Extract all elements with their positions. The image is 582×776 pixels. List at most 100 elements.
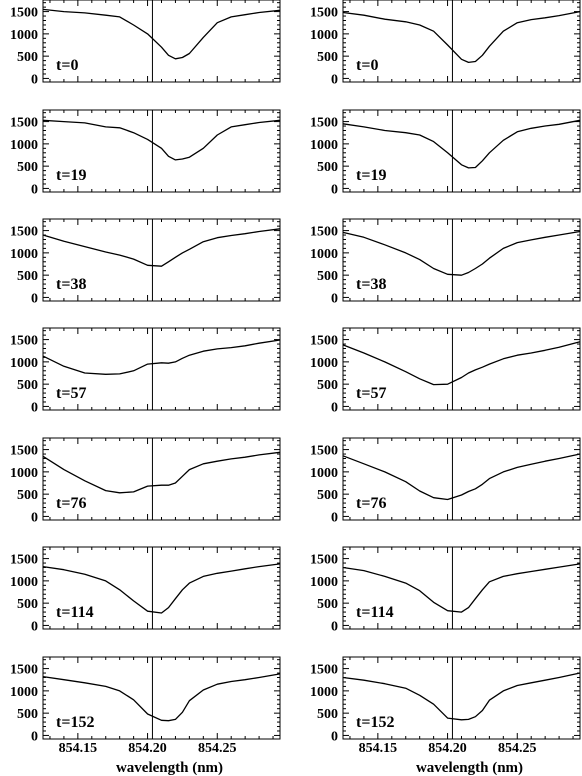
y-tick-label: 500 (17, 160, 38, 175)
profile-line (42, 119, 281, 161)
y-tick-label: 500 (17, 707, 38, 722)
y-tick-label: 1500 (310, 6, 338, 21)
profile-line (42, 8, 281, 60)
y-tick-label: 1000 (310, 28, 338, 43)
y-tick-label: 1000 (10, 138, 38, 153)
x-tick-label: 854.20 (428, 741, 467, 756)
y-tick-label: 500 (317, 378, 338, 393)
x-tick-label: 854.15 (359, 741, 398, 756)
y-tick-label: 0 (31, 619, 38, 634)
y-tick-label: 500 (17, 597, 38, 612)
panel-left-t0: 0 500 1000 1500 t=0 (10, 0, 281, 87)
y-tick-label: 0 (31, 729, 38, 744)
profile-line (42, 451, 281, 494)
panel-time-label: t=114 (356, 604, 394, 621)
y-tick-label: 1000 (10, 28, 38, 43)
y-tick-label: 1500 (310, 334, 338, 349)
y-tick-label: 1500 (10, 225, 38, 240)
x-axis-title: wavelength (nm) (416, 760, 523, 776)
panel-right-t152: 0 500 1000 1500 t=152 (310, 656, 581, 744)
x-tick-label: 854.20 (128, 741, 167, 756)
panel-left-t38: 0 500 1000 1500 t=38 (10, 218, 281, 306)
y-tick-label: 1000 (310, 356, 338, 371)
panel-time-label: t=57 (56, 385, 86, 402)
x-tick-label: 854.15 (59, 741, 98, 756)
y-tick-label: 0 (331, 729, 338, 744)
y-tick-label: 500 (317, 707, 338, 722)
panel-left-t19: 0 500 1000 1500 t=19 (10, 109, 281, 197)
y-tick-label: 1500 (310, 663, 338, 678)
y-tick-label: 500 (17, 488, 38, 503)
panel-left-t152: 0 500 1000 1500 t=152 (10, 656, 281, 744)
profile-line (42, 228, 281, 267)
y-tick-label: 1500 (10, 334, 38, 349)
y-tick-label: 1500 (10, 6, 38, 21)
y-tick-label: 0 (331, 510, 338, 525)
y-tick-label: 500 (317, 488, 338, 503)
y-tick-label: 1500 (10, 116, 38, 131)
y-tick-label: 1000 (310, 138, 338, 153)
y-tick-label: 500 (317, 269, 338, 284)
profile-line (342, 230, 581, 276)
panel-left-t76: 0 500 1000 1500 t=76 (10, 437, 281, 525)
panel-time-label: t=152 (356, 714, 394, 731)
y-tick-label: 1000 (10, 466, 38, 481)
panel-time-label: t=152 (56, 714, 94, 731)
y-tick-label: 1000 (310, 575, 338, 590)
profile-line (342, 563, 581, 613)
y-tick-label: 1500 (310, 553, 338, 568)
panel-time-label: t=38 (56, 276, 86, 293)
panel-left-t57: 0 500 1000 1500 t=57 (10, 327, 281, 415)
y-tick-label: 0 (31, 400, 38, 415)
x-tick-label: 854.25 (498, 741, 537, 756)
panel-right-t114: 0 500 1000 1500 t=114 (310, 546, 581, 634)
x-axis-title: wavelength (nm) (116, 760, 223, 776)
y-tick-label: 1500 (310, 225, 338, 240)
profile-line (342, 453, 581, 501)
y-tick-label: 500 (317, 597, 338, 612)
y-tick-label: 1500 (10, 444, 38, 459)
panel-time-label: t=76 (56, 495, 86, 512)
panel-time-label: t=19 (56, 167, 86, 184)
y-tick-label: 0 (31, 72, 38, 87)
profile-line (342, 10, 581, 64)
panel-time-label: t=38 (356, 276, 386, 293)
profile-line (42, 339, 281, 375)
x-tick-label: 854.25 (198, 741, 237, 756)
panel-time-label: t=0 (356, 57, 378, 74)
y-tick-label: 1000 (10, 247, 38, 262)
y-tick-label: 0 (331, 182, 338, 197)
y-tick-label: 500 (317, 160, 338, 175)
profile-line (42, 673, 281, 722)
panel-time-label: t=114 (56, 604, 94, 621)
y-tick-label: 500 (17, 378, 38, 393)
y-tick-label: 1000 (310, 685, 338, 700)
profile-line (342, 341, 581, 386)
panel-time-label: t=57 (356, 385, 386, 402)
y-tick-label: 0 (31, 182, 38, 197)
y-tick-label: 0 (331, 619, 338, 634)
y-tick-label: 1500 (310, 444, 338, 459)
y-tick-label: 0 (331, 72, 338, 87)
profile-line (342, 119, 581, 169)
profile-line (342, 672, 581, 721)
y-tick-label: 500 (17, 269, 38, 284)
plot-frame (342, 0, 581, 83)
y-tick-label: 1500 (10, 663, 38, 678)
y-tick-label: 500 (17, 50, 38, 65)
y-tick-label: 1500 (10, 553, 38, 568)
panel-right-t0: 0 500 1000 1500 t=0 (310, 0, 581, 87)
y-tick-label: 0 (331, 291, 338, 306)
y-tick-label: 0 (331, 400, 338, 415)
y-tick-label: 1000 (10, 356, 38, 371)
y-tick-label: 0 (31, 291, 38, 306)
y-tick-label: 0 (31, 510, 38, 525)
y-tick-label: 1000 (310, 247, 338, 262)
y-tick-label: 1000 (10, 575, 38, 590)
y-tick-label: 500 (317, 50, 338, 65)
y-tick-label: 1000 (310, 466, 338, 481)
panel-right-t57: 0 500 1000 1500 t=57 (310, 327, 581, 415)
panel-time-label: t=0 (56, 57, 78, 74)
profile-line (42, 563, 281, 614)
